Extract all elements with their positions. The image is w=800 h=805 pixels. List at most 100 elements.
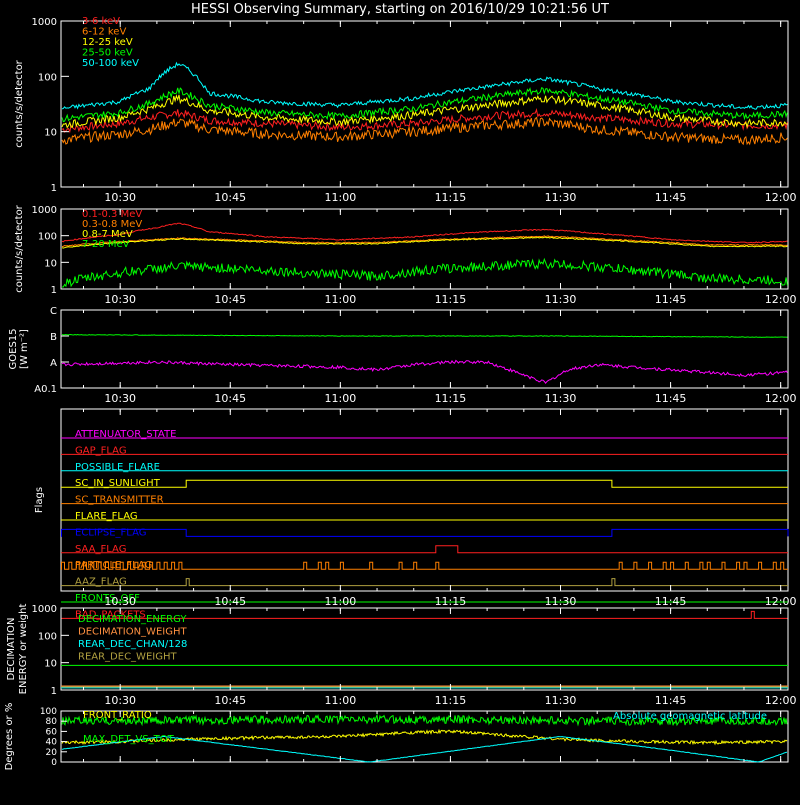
x-tick-label: 11:45 [655,694,687,707]
flag-label: GAP_FLAG [75,445,127,456]
gamma-series-line [61,222,788,244]
x-tick-label: 12:00 [765,392,797,405]
flag-trace [61,545,788,554]
y-tick-label: 1 [51,183,57,194]
y-tick-label: 1 [51,686,57,697]
figure-title: HESSI Observing Summary, starting on 201… [191,2,609,17]
y-tick-label: 0 [51,758,57,768]
decimation-panel: DECIMATION_ENERGYDECIMATION_WEIGHTREAR_D… [6,604,797,707]
x-tick-label: 11:00 [325,293,357,306]
goes-series-line [61,333,788,338]
x-tick-label: 12:00 [765,191,797,204]
ratio-plot-frame [60,710,789,763]
hxr-legend-entry: 12-25 keV [82,37,133,48]
gamma-series-line [62,257,788,288]
hxr-series-line [61,94,788,129]
x-tick-label: 12:00 [765,694,797,707]
gamma-plot-frame [60,208,789,290]
x-tick-label: 10:30 [104,595,136,608]
x-tick-label: 10:30 [104,191,136,204]
flag-label: BAD_PACKETS [75,609,146,620]
x-tick-label: 11:30 [545,191,577,204]
ratio-legend-entry: MAX_DET_VS_TOT [83,734,175,745]
ratio-annotation: Absolute geomagnetic latitude [613,711,767,722]
y-tick-label: 20 [46,748,58,758]
y-axis-label: DECIMATION [6,617,17,680]
x-tick-label: 11:15 [435,191,467,204]
y-tick-label: 80 [46,717,58,727]
hxr-legend-entry: 6-12 keV [82,27,126,38]
x-tick-label: 11:15 [435,694,467,707]
flag-label: SC_IN_SUNLIGHT [75,478,161,489]
goes-plot-frame [60,309,789,389]
hxr-plot-frame [60,20,789,188]
flags-panel: ATTENUATOR_STATE GAP_FLAG POSSIBLE_FLARE SC… [34,408,797,620]
ratio-series-line [62,735,788,763]
hxr-legend-entry: 3-6 keV [82,16,120,27]
y-axis-label: counts/s/detector [14,59,25,147]
x-tick-label: 11:30 [545,694,577,707]
flag-label: AAZ_FLAG [75,577,127,588]
x-tick-label: 11:45 [655,293,687,306]
x-tick-label: 10:45 [214,392,246,405]
gamma-legend-entry: 0.1-0.3 MeV [82,209,142,220]
y-axis-label: counts/s/detector [14,204,25,292]
x-tick-label: 10:30 [104,694,136,707]
y-tick-label: A0.1 [34,384,57,395]
x-tick-label: 12:00 [765,595,797,608]
x-tick-label: 10:45 [214,694,246,707]
ratio-series-line [61,728,788,746]
y-tick-label: 100 [40,707,57,717]
x-tick-label: 12:00 [765,293,797,306]
flag-label: PARTICLE_FLAG [75,560,152,571]
decimation-legend-entry: DECIMATION_WEIGHT [78,627,187,638]
hxr-series-line [61,86,788,123]
x-tick-label: 11:15 [435,392,467,405]
y-tick-label: 1000 [32,604,57,615]
flag-label: FLARE_FLAG [75,511,138,522]
x-tick-label: 11:45 [655,392,687,405]
x-tick-label: 11:00 [325,694,357,707]
y-tick-label: 40 [46,738,58,748]
y-tick-label: 10 [44,128,57,139]
x-tick-label: 10:45 [214,191,246,204]
x-tick-label: 11:45 [655,595,687,608]
flag-label: SC_TRANSMITTER [75,495,164,506]
y-axis-label: Degrees or % [4,703,15,771]
y-tick-label: C [50,306,57,317]
y-axis-label-secondary: ENERGY or weight [18,604,29,695]
flag-trace [61,479,788,488]
flag-label: ATTENUATOR_STATE [75,429,176,440]
x-tick-label: 11:45 [655,191,687,204]
gamma-legend-entry: 7-20 MeV [82,239,130,250]
y-tick-label: 1000 [32,17,57,28]
goes-series-line [61,359,788,385]
x-tick-label: 11:30 [545,293,577,306]
y-axis-unit-label: [W m⁻²] [19,329,30,369]
y-tick-label: 10 [44,659,57,670]
x-tick-label: 11:30 [545,392,577,405]
y-tick-label: 10 [44,258,57,269]
flag-label: ECLIPSE_FLAG [75,527,146,538]
ratio-panel: FRONT_RATIO MAX_DET_VS_TOT Absolute geomag… [4,703,789,771]
gamma-legend-entry: 0.3-0.8 MeV [82,219,142,230]
decimation-legend-entry: REAR_DEC_CHAN/128 [78,639,187,650]
y-tick-label: B [50,332,57,343]
x-tick-label: 10:45 [214,293,246,306]
flag-label: SAA_FLAG [75,544,126,555]
flag-label: FRONTS_OFF [75,593,140,604]
y-tick-label: 100 [38,232,57,243]
x-tick-label: 10:30 [104,392,136,405]
gamma-legend-entry: 0.8-7 MeV [82,229,133,240]
gamma-series-line [61,235,788,248]
x-tick-label: 11:00 [325,595,357,608]
flags-plot-frame [60,408,789,592]
x-tick-label: 11:15 [435,595,467,608]
x-tick-label: 11:00 [325,392,357,405]
x-tick-label: 11:30 [545,595,577,608]
flag-trace [61,561,788,570]
